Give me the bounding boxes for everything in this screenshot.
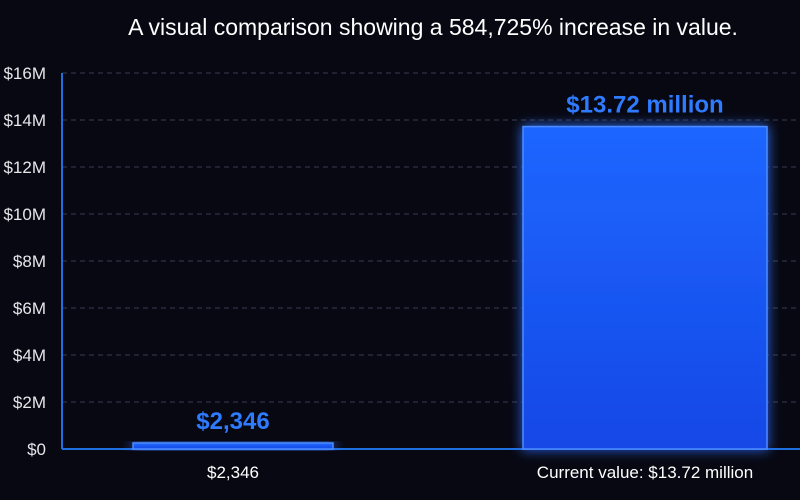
y-tick-label: $12M: [3, 158, 46, 177]
bar: [522, 125, 768, 450]
category-labels: $2,346 Current value: $13.72 million: [207, 463, 753, 482]
y-tick-label: $0: [27, 440, 46, 459]
bar: [132, 442, 334, 450]
chart-title: A visual comparison showing a 584,725% i…: [128, 14, 738, 40]
data-label: $13.72 million: [566, 92, 723, 119]
category-label: $2,346: [207, 463, 259, 482]
y-tick-label: $16M: [3, 64, 46, 83]
bars: [132, 125, 768, 450]
y-tick-label: $6M: [13, 299, 46, 318]
y-tick-label: $10M: [3, 205, 46, 224]
category-label: Current value: $13.72 million: [537, 463, 753, 482]
data-label: $2,346: [196, 408, 269, 435]
y-tick-labels: $0 $2M $4M $6M $8M $10M $12M $14M $16M: [3, 64, 46, 459]
data-labels: $2,346 $13.72 million: [196, 92, 723, 435]
y-tick-label: $2M: [13, 393, 46, 412]
y-tick-label: $14M: [3, 111, 46, 130]
y-tick-label: $8M: [13, 252, 46, 271]
y-tick-label: $4M: [13, 346, 46, 365]
